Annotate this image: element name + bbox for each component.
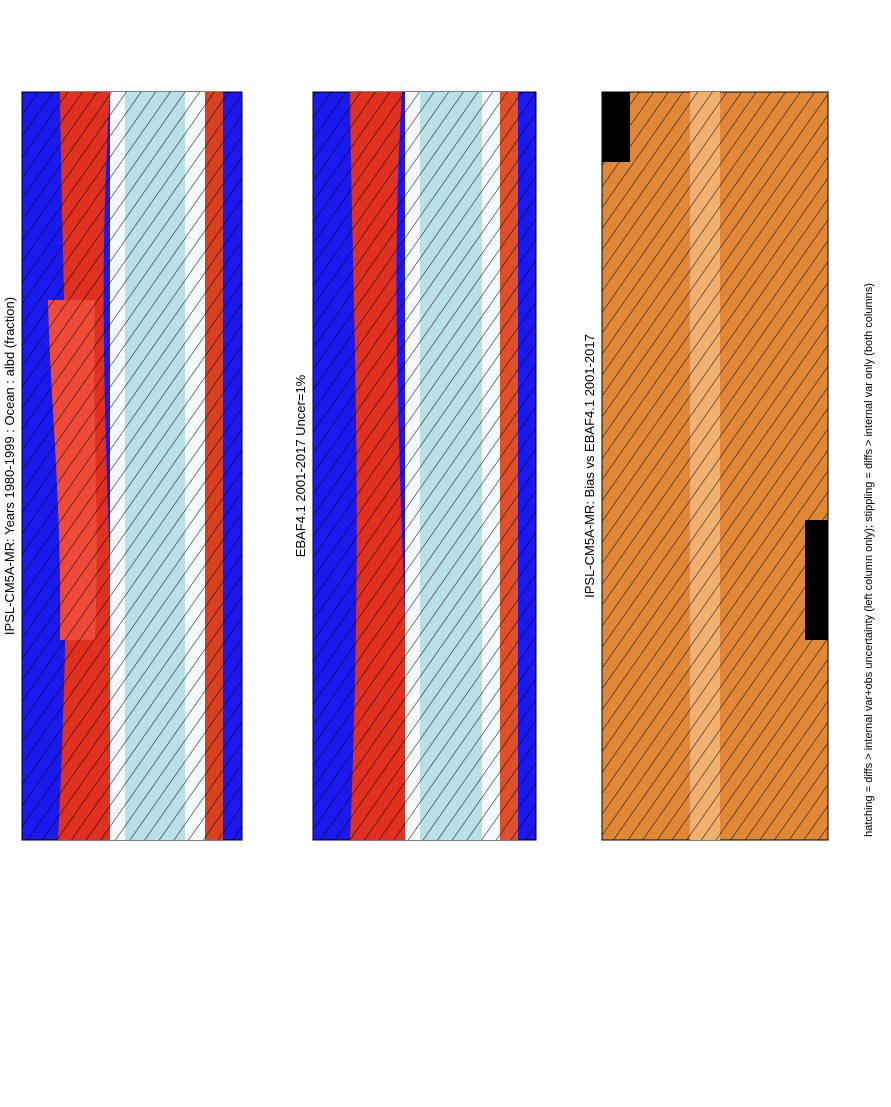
panel-title: EBAF4.1 2001-2017 Uncer=1%	[293, 374, 308, 557]
panel-bias-left: IPSL-CM5A-MR: Bias vs EBAF4.1 2001-2017	[582, 91, 829, 841]
hatching-overlay	[313, 92, 536, 840]
panel-abs-obs-left: EBAF4.1 2001-2017 Uncer=1%	[293, 91, 537, 841]
footnote: hatching = diffs > internal var+obs unce…	[863, 283, 875, 837]
panel-title: IPSL-CM5A-MR: Years 1980-1999 : Ocean : …	[2, 297, 17, 635]
panel-abs-model-left: IPSL-CM5A-MR: Years 1980-1999 : Ocean : …	[2, 91, 243, 841]
hatching-overlay	[22, 92, 242, 840]
panel-title: IPSL-CM5A-MR: Bias vs EBAF4.1 2001-2017	[582, 334, 597, 598]
hatching-overlay	[602, 92, 828, 840]
